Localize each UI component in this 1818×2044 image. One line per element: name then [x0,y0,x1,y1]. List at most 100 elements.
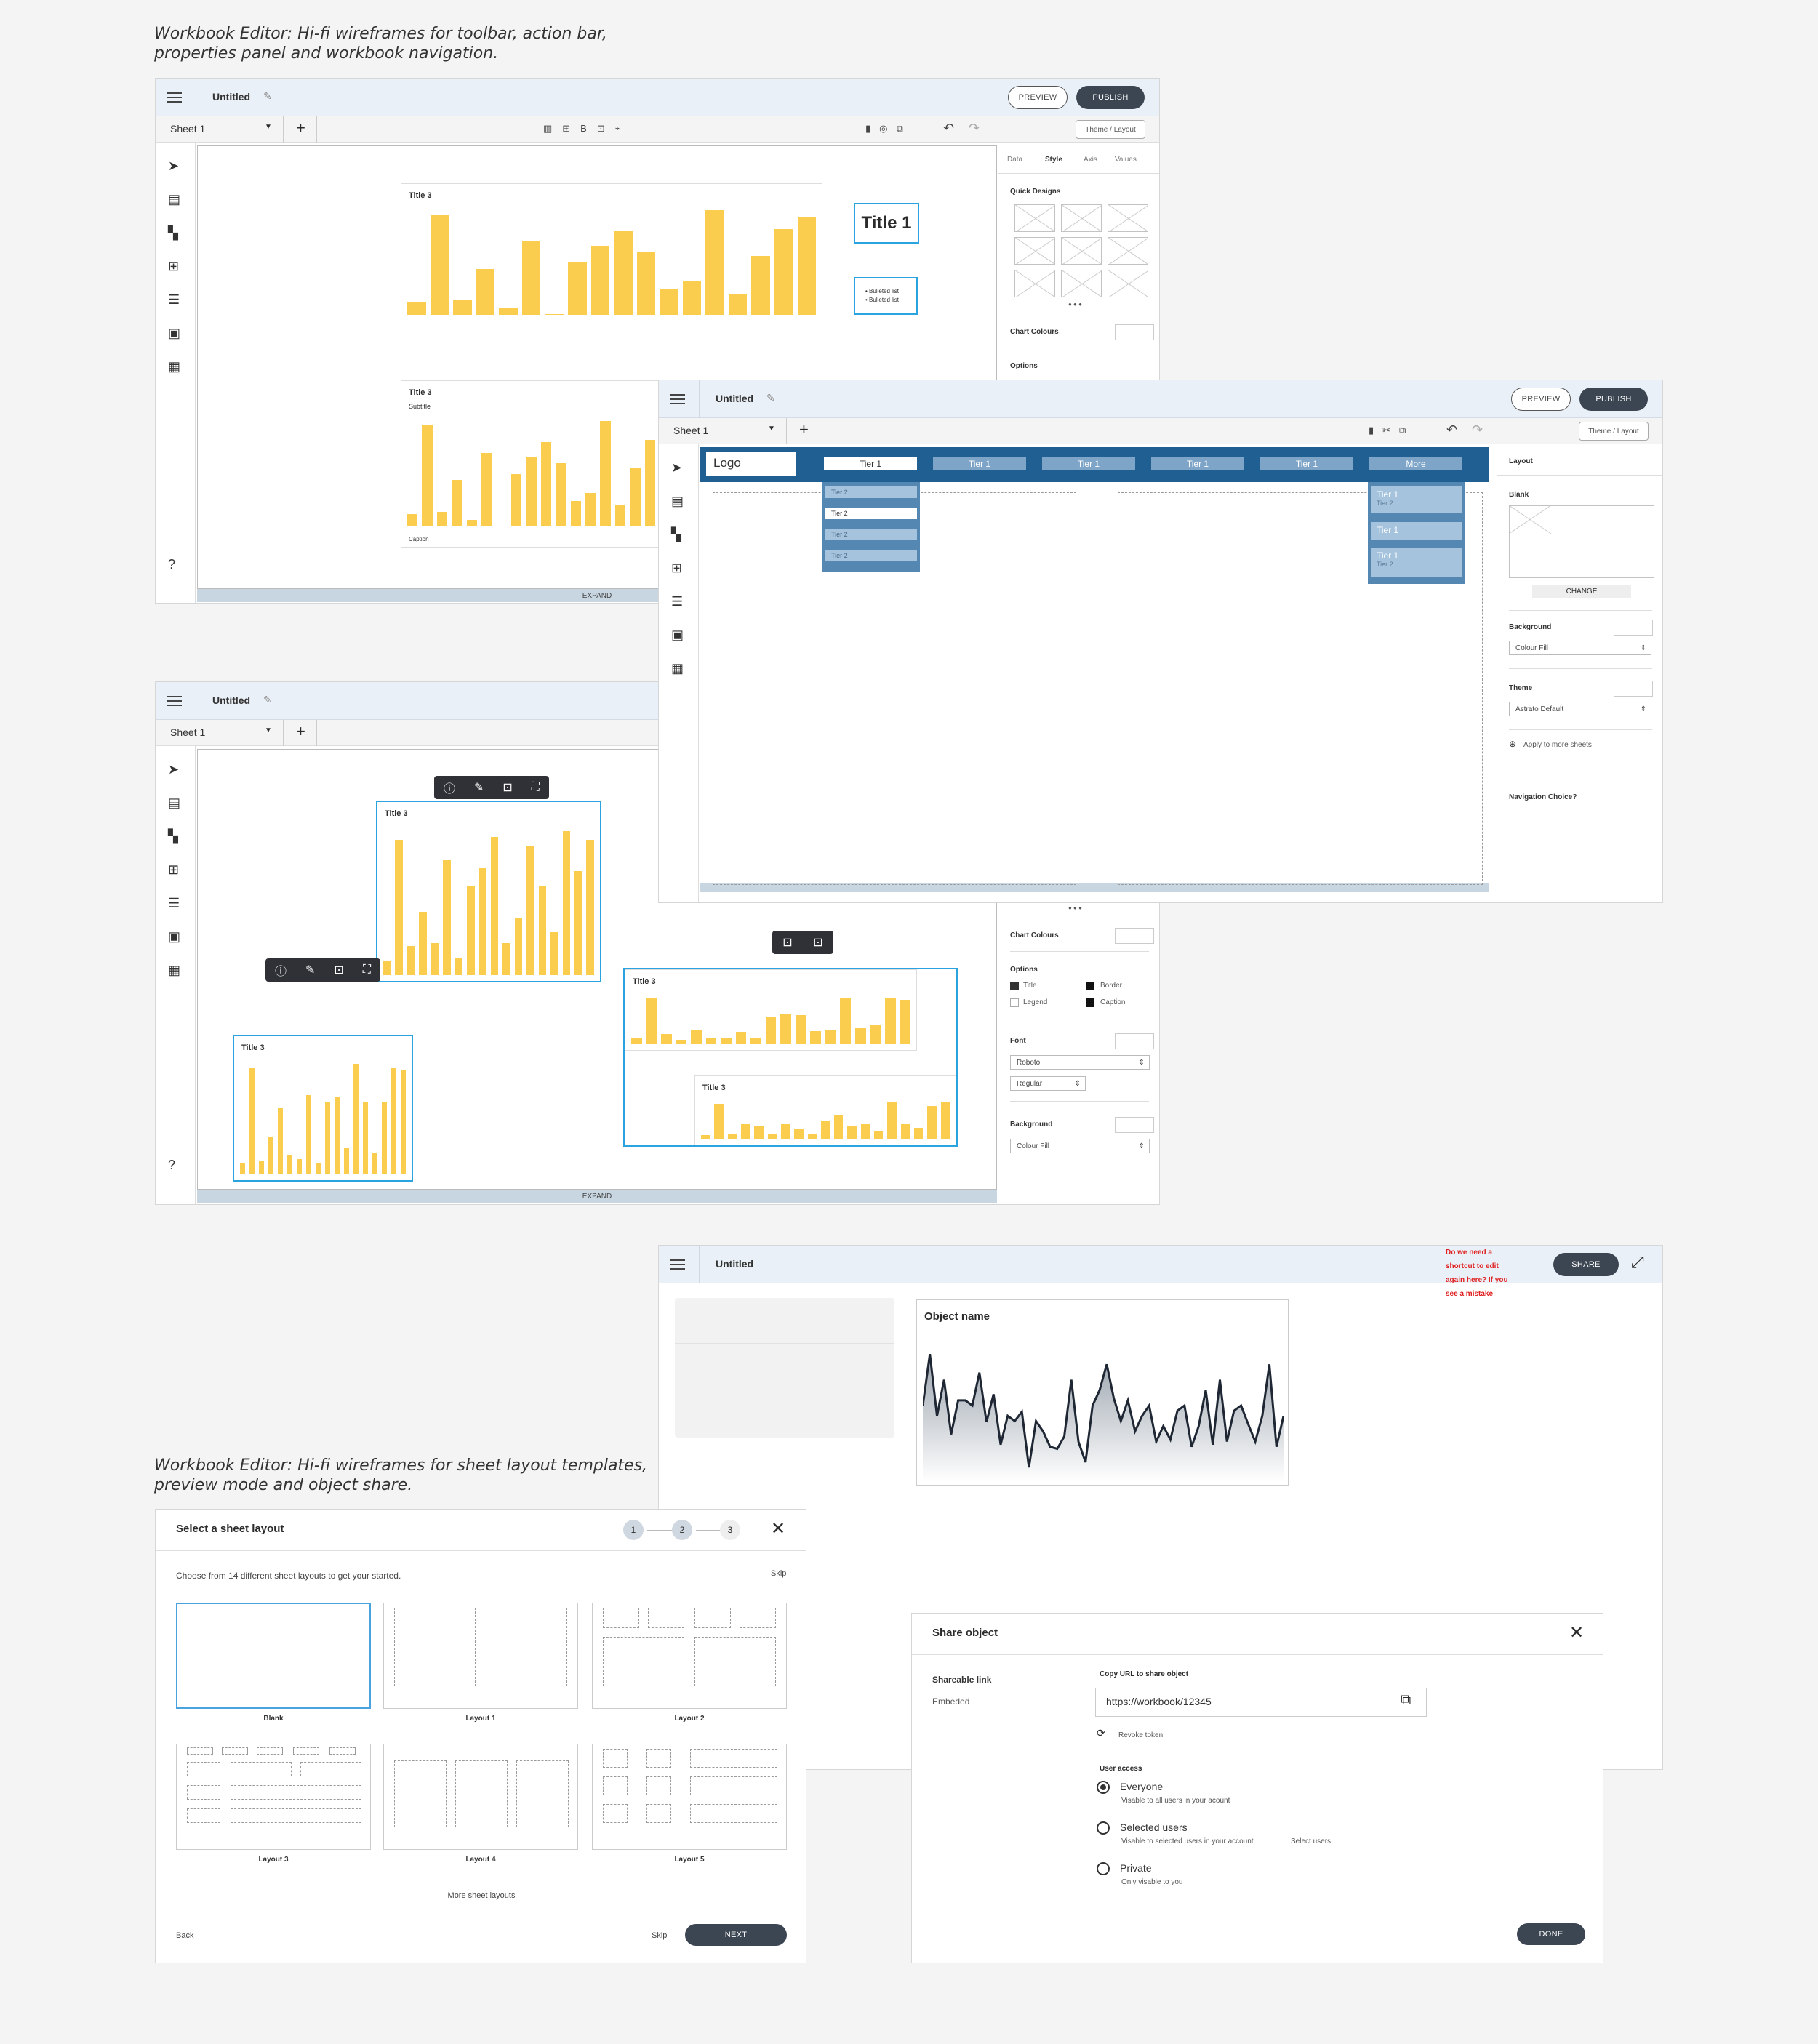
select-users-link[interactable]: Select users [1291,1837,1332,1845]
nav-tier2-item-active[interactable]: Tier 2 [825,508,917,519]
publish-button[interactable]: PUBLISH [1076,86,1145,109]
pencil-icon[interactable]: ✎ [263,90,272,102]
legend-checkbox[interactable] [1010,998,1019,1007]
fill-select[interactable]: Colour Fill [1010,1139,1150,1153]
colour-swatch[interactable] [1115,324,1154,340]
add-sheet-icon[interactable]: + [296,119,305,137]
lock-icon[interactable]: ⊡ [334,964,344,977]
info-icon[interactable]: ⓘ [274,966,287,978]
sheet-select[interactable]: Sheet 1 [170,726,206,738]
close-icon[interactable]: ✕ [1569,1623,1585,1643]
done-button[interactable]: DONE [1517,1923,1585,1945]
list-icon[interactable]: ☰ [168,292,180,307]
colour-swatch[interactable] [1115,928,1154,944]
lock-icon[interactable]: ⊡ [502,782,513,794]
menu-icon[interactable] [670,394,685,404]
text-icon[interactable]: ▤ [168,192,181,207]
tab-values[interactable]: Values [1115,156,1137,164]
lock-icon[interactable]: ⊡ [813,937,823,949]
canvas[interactable]: Title 3 Title 1 • Bulleted list • Bullet… [197,145,997,589]
fullscreen-icon[interactable]: ⛶ [531,781,540,793]
redo-icon[interactable]: ↷ [1472,422,1483,437]
radio-everyone[interactable] [1097,1781,1110,1794]
border-checkbox[interactable] [1086,982,1094,990]
undo-icon[interactable]: ↶ [943,121,955,135]
more-tier1[interactable]: Tier 1 [1371,522,1462,540]
nav-tier2-item[interactable]: Tier 2 [825,550,917,561]
preview-button[interactable]: PREVIEW [1008,86,1068,109]
add-chart-icon[interactable]: ⊞ [671,561,683,575]
radio-selected-users[interactable] [1097,1821,1110,1835]
pointer-icon[interactable]: ➤ [168,159,180,173]
table-icon[interactable]: ▦ [168,963,181,977]
font-select[interactable]: Roboto [1010,1055,1150,1070]
add-sheet-icon[interactable]: + [799,420,809,438]
chevron-down-icon[interactable]: ▼ [265,123,272,131]
expand-bar[interactable]: EXPAND [197,1190,997,1203]
list-icon[interactable]: ☰ [671,594,684,609]
workbook-title[interactable]: Untitled [716,393,754,404]
text-icon[interactable]: ▤ [168,795,181,810]
apply-more-sheets-link[interactable]: Apply to more sheets [1523,741,1592,749]
info-icon[interactable]: ⓘ [443,783,455,795]
group-icon[interactable]: ⊡ [782,937,793,949]
add-sheet-icon[interactable]: + [296,722,305,740]
preview-button[interactable]: PREVIEW [1511,388,1571,411]
fullscreen-icon[interactable]: ⛶ [362,963,371,976]
layout-zone[interactable] [1118,492,1483,885]
theme-swatch[interactable] [1614,681,1653,697]
nav-tier1-item[interactable]: Tier 1 [1151,457,1244,470]
layout-card-blank[interactable] [176,1603,371,1709]
layout-card-3[interactable] [176,1744,371,1850]
widgets-icon[interactable]: ▚ [168,829,178,843]
menu-icon[interactable] [167,696,182,706]
layout-card-1[interactable] [383,1603,578,1709]
help-icon[interactable]: ? [168,557,176,572]
more-group[interactable]: Tier 1 Tier 2 [1371,548,1462,577]
nav-more-item[interactable]: More [1369,457,1462,470]
redo-icon[interactable]: ↷ [969,121,980,135]
pencil-icon[interactable]: ✎ [766,392,775,404]
group-selection[interactable]: Title 3 Title 3 [623,968,958,1147]
widgets-icon[interactable]: ▚ [168,225,178,240]
nav-tier2-item[interactable]: Tier 2 [825,486,917,498]
layout-card-2[interactable] [592,1603,787,1709]
copy-icon[interactable]: ⧉ [1401,1692,1411,1708]
canvas[interactable]: Logo Tier 1 Tier 1 Tier 1 Tier 1 Tier 1 … [700,447,1489,892]
sheet-select[interactable]: Sheet 1 [170,123,206,135]
tab-axis[interactable]: Axis [1084,156,1097,164]
chart-card[interactable]: Title 3 [401,183,822,321]
pencil-icon[interactable]: ✎ [263,694,272,705]
title-checkbox[interactable] [1010,982,1019,990]
nav-tier1-item-active[interactable]: Tier 1 [824,457,917,470]
theme-layout-button[interactable]: Theme / Layout [1076,120,1145,139]
workbook-title[interactable]: Untitled [212,91,251,103]
pointer-icon[interactable]: ➤ [168,762,180,777]
publish-button[interactable]: PUBLISH [1579,388,1648,411]
pagination-dots[interactable]: ● ● ● [1068,301,1082,308]
bulleted-list-block[interactable]: • Bulleted list • Bulleted list [854,277,918,315]
next-button[interactable]: NEXT [685,1924,787,1946]
sheet-select[interactable]: Sheet 1 [673,425,709,436]
revoke-token-link[interactable]: Revoke token [1118,1731,1164,1739]
chart-card-selected[interactable]: Title 3 [233,1035,413,1182]
url-field[interactable]: https://workbook/12345 [1095,1688,1427,1717]
chart-card[interactable]: Title 3 [625,969,917,1051]
chart-card[interactable]: Title 3 [694,1075,956,1145]
image-icon[interactable]: ▣ [168,929,181,944]
table-icon[interactable]: ▦ [671,661,684,676]
add-circle-icon[interactable]: ⊕ [1509,739,1517,749]
theme-select[interactable]: Astrato Default [1509,702,1651,716]
add-chart-icon[interactable]: ⊞ [168,862,180,877]
workbook-title[interactable]: Untitled [212,694,251,706]
add-chart-icon[interactable]: ⊞ [168,259,180,273]
menu-icon[interactable] [670,1259,685,1270]
back-button[interactable]: Back [176,1931,194,1940]
theme-layout-button[interactable]: Theme / Layout [1579,422,1649,441]
skip-link[interactable]: Skip [771,1569,787,1578]
refresh-icon[interactable]: ⟳ [1097,1727,1105,1739]
pin-icon[interactable]: ✎ [305,964,316,977]
object-card[interactable]: Object name [916,1299,1289,1486]
font-weight-select[interactable]: Regular [1010,1076,1086,1091]
object-actions[interactable]: ▮◎⧉ [865,123,912,134]
